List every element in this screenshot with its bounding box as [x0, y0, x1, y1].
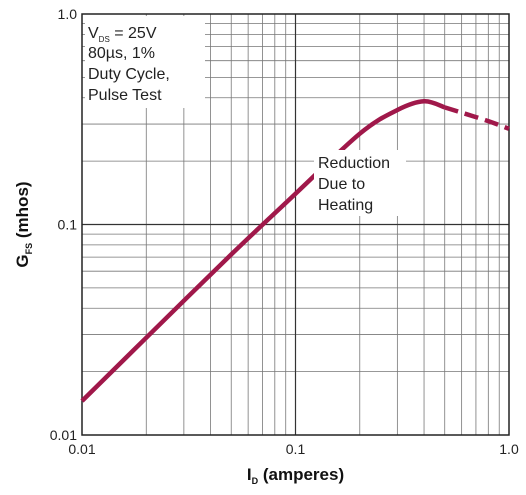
conditions-line-3: Duty Cycle,: [88, 66, 170, 83]
heating-line-1: Reduction: [318, 155, 390, 172]
gfs-curve: [80, 99, 446, 403]
y-tick-label: 1.0: [58, 6, 78, 22]
y-tick-label: 0.01: [50, 427, 77, 443]
y-tick-label: 0.1: [58, 217, 78, 233]
series-group: [80, 99, 510, 403]
heating-background: [314, 150, 406, 216]
heating-annotation: Reduction Due to Heating: [314, 150, 406, 216]
x-tick-label: 1.0: [499, 441, 519, 457]
conditions-background: [85, 16, 205, 108]
conditions-annotation: VDS = 25V 80µs, 1% Duty Cycle, Pulse Tes…: [85, 16, 205, 108]
grid: [82, 14, 509, 435]
conditions-line-2: 80µs, 1%: [88, 45, 155, 62]
x-tick-label: 0.01: [68, 441, 95, 457]
gfs-curve-extrapolated: [444, 105, 510, 131]
heating-line-2: Due to: [318, 176, 365, 193]
heating-line-3: Heating: [318, 197, 373, 214]
y-axis-label: GFS (mhos): [13, 181, 34, 267]
x-tick-label: 0.1: [286, 441, 306, 457]
tick-labels: 0.01 0.1 1.0 0.01 0.1 1.0: [50, 6, 519, 457]
plot-frame: [81, 13, 510, 436]
conditions-line-1: VDS = 25V: [88, 25, 157, 44]
conditions-line-4: Pulse Test: [88, 87, 162, 104]
x-axis-label: ID (amperes): [247, 465, 344, 486]
